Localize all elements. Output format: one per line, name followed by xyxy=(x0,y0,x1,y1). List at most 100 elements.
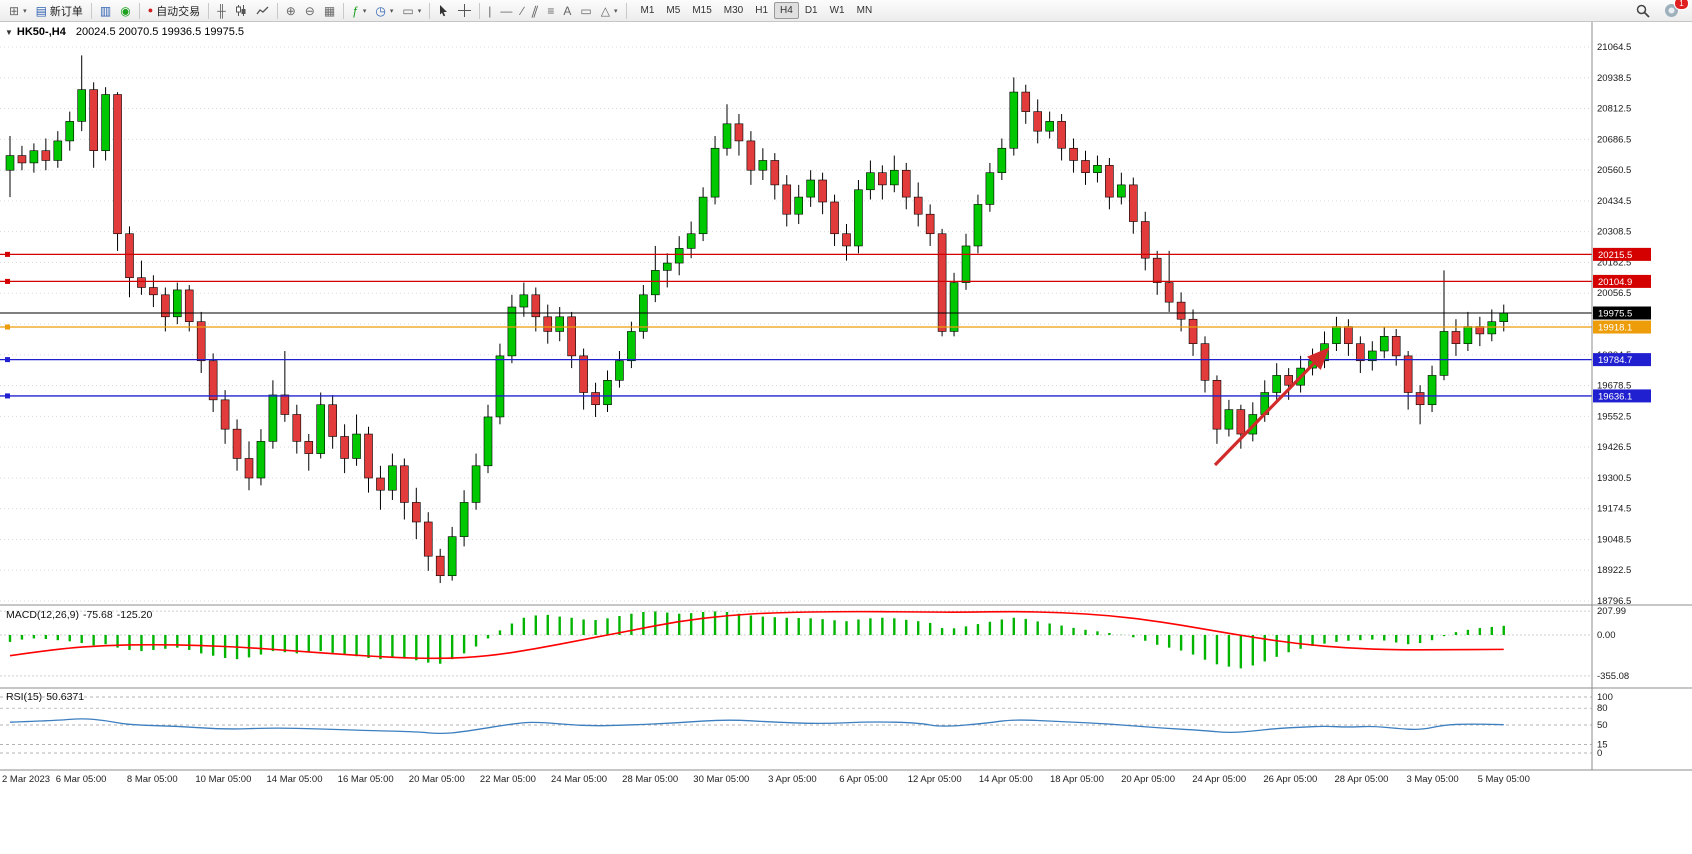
bear-candle xyxy=(220,399,230,430)
fibonacci-tool-button[interactable]: ≡ xyxy=(543,1,558,20)
indicators-button[interactable]: ƒ ▾ xyxy=(348,1,370,20)
new-order-icon: ▤ xyxy=(35,3,47,18)
candlestick-chart-type-button[interactable] xyxy=(231,1,251,20)
time-axis-label: 20 Apr 05:00 xyxy=(1121,774,1175,785)
bear-candle xyxy=(435,555,445,577)
chart-window[interactable]: 21064.5 20938.5 20812.5 20686.5 20560.5 20434… xyxy=(0,22,1692,854)
cursor-icon xyxy=(440,5,448,17)
shapes-icon: △ xyxy=(600,3,610,18)
bull-candle xyxy=(615,360,624,381)
period-button[interactable]: ◷ ▾ xyxy=(371,1,397,20)
time-axis-label: 28 Apr 05:00 xyxy=(1335,774,1389,785)
timeframe-H1[interactable]: H1 xyxy=(749,2,774,19)
notifications-button[interactable]: 1 xyxy=(1660,0,1689,20)
tile-windows-button[interactable]: ▦ xyxy=(320,1,339,20)
level-drag-handle[interactable] xyxy=(5,324,10,330)
bear-candle xyxy=(543,316,553,332)
quick-trade-arrow-icon[interactable]: ▼ xyxy=(5,27,13,37)
timeframe-M15[interactable]: M15 xyxy=(686,2,717,19)
line-chart-icon xyxy=(256,6,269,14)
level-drag-handle[interactable] xyxy=(5,393,10,399)
new-chart-button[interactable]: ⊞ ▾ xyxy=(5,1,31,20)
vertical-line-tool-button[interactable]: | xyxy=(484,1,495,20)
bull-candle xyxy=(447,536,457,577)
bull-candle xyxy=(77,89,86,122)
price-tick-label: 20056.5 xyxy=(1597,288,1631,299)
bull-candle xyxy=(854,189,863,247)
price-tick-label: 19426.5 xyxy=(1597,442,1631,453)
channel-tool-button[interactable]: ∥ xyxy=(528,1,542,20)
candlestick-series xyxy=(5,55,1509,584)
bear-candle xyxy=(579,355,588,393)
timeframe-M1[interactable]: M1 xyxy=(635,2,661,19)
data-window-button[interactable]: ◉ xyxy=(116,1,134,20)
price-tick-label: 19048.5 xyxy=(1597,534,1631,545)
timeframe-W1[interactable]: W1 xyxy=(824,2,851,19)
level-drag-handle[interactable] xyxy=(5,251,10,257)
toolbar-separator xyxy=(90,2,92,19)
label-tool-button[interactable]: ▭ xyxy=(576,1,595,20)
rsi-line xyxy=(9,718,1504,735)
rsi-label: RSI(15) 50.6371 xyxy=(6,691,88,703)
bear-candle xyxy=(280,394,290,415)
bear-candle xyxy=(901,169,911,198)
bear-candle xyxy=(1069,147,1078,161)
tile-windows-icon: ▦ xyxy=(323,3,336,18)
bull-candle xyxy=(507,306,517,357)
timeframe-H4[interactable]: H4 xyxy=(774,2,799,19)
level-drag-handle[interactable] xyxy=(5,357,10,363)
timeframe-M5[interactable]: M5 xyxy=(660,2,686,19)
time-axis-label: 3 Apr 05:00 xyxy=(768,774,817,785)
time-axis-label: 24 Mar 05:00 xyxy=(551,774,607,785)
price-chart-canvas[interactable]: 21064.5 20938.5 20812.5 20686.5 20560.5 20434… xyxy=(0,22,1692,854)
trend-arrow[interactable] xyxy=(1213,347,1330,467)
timeframe-M30[interactable]: M30 xyxy=(718,2,749,19)
price-tick-label: 18796.5 xyxy=(1597,596,1631,607)
bull-candle xyxy=(1224,409,1234,430)
new-order-button[interactable]: ▤ 新订单 xyxy=(32,1,87,20)
chevron-down-icon: ▾ xyxy=(389,7,394,15)
label-tool-icon: ▭ xyxy=(580,3,592,18)
bull-candle xyxy=(1439,331,1449,376)
rsi-tick-label: 0 xyxy=(1597,748,1602,759)
templates-button[interactable]: ▭ ▾ xyxy=(398,1,425,20)
bull-candle xyxy=(519,294,529,308)
timeframe-D1[interactable]: D1 xyxy=(799,2,824,19)
bull-candle xyxy=(53,140,63,161)
crosshair-button[interactable] xyxy=(454,1,475,20)
charts-profile-button[interactable]: ▥ xyxy=(96,1,115,20)
line-chart-type-button[interactable] xyxy=(252,1,273,20)
auto-trading-icon: ● xyxy=(147,5,154,15)
level-drag-handle[interactable] xyxy=(5,278,10,284)
rsi-tick-label: 15 xyxy=(1597,740,1608,751)
bear-candle xyxy=(591,392,600,406)
bear-candle xyxy=(746,140,756,171)
bear-candle xyxy=(1451,331,1461,344)
bull-candle xyxy=(101,94,110,151)
toolbar-separator xyxy=(276,2,278,19)
bull-candle xyxy=(889,169,899,186)
text-tool-button[interactable]: A xyxy=(559,1,575,20)
search-button[interactable] xyxy=(1632,1,1654,20)
timeframe-MN[interactable]: MN xyxy=(851,2,879,19)
horizontal-line-tool-button[interactable]: — xyxy=(496,1,516,20)
price-badge xyxy=(1593,389,1651,403)
price-badge xyxy=(1593,353,1651,367)
price-tick-label: 20560.5 xyxy=(1597,165,1631,176)
bull-candle xyxy=(794,196,804,215)
bull-candle xyxy=(627,331,636,362)
trendline-tool-button[interactable]: ∕ xyxy=(517,1,527,20)
bull-candle xyxy=(650,270,660,296)
cursor-button[interactable] xyxy=(434,1,453,20)
bull-candle xyxy=(471,465,481,503)
toolbar-separator xyxy=(479,2,481,19)
shapes-tool-button[interactable]: △ ▾ xyxy=(597,1,622,20)
price-badge xyxy=(1593,274,1651,288)
zoom-in-button[interactable]: ⊕ xyxy=(282,1,300,20)
price-tick-label: 20938.5 xyxy=(1597,73,1631,84)
bull-candle xyxy=(1093,165,1102,173)
zoom-out-button[interactable]: ⊖ xyxy=(301,1,319,20)
bar-chart-type-button[interactable]: ╫ xyxy=(213,1,230,20)
bear-candle xyxy=(1391,336,1401,357)
auto-trading-button[interactable]: ● 自动交易 xyxy=(144,1,204,20)
